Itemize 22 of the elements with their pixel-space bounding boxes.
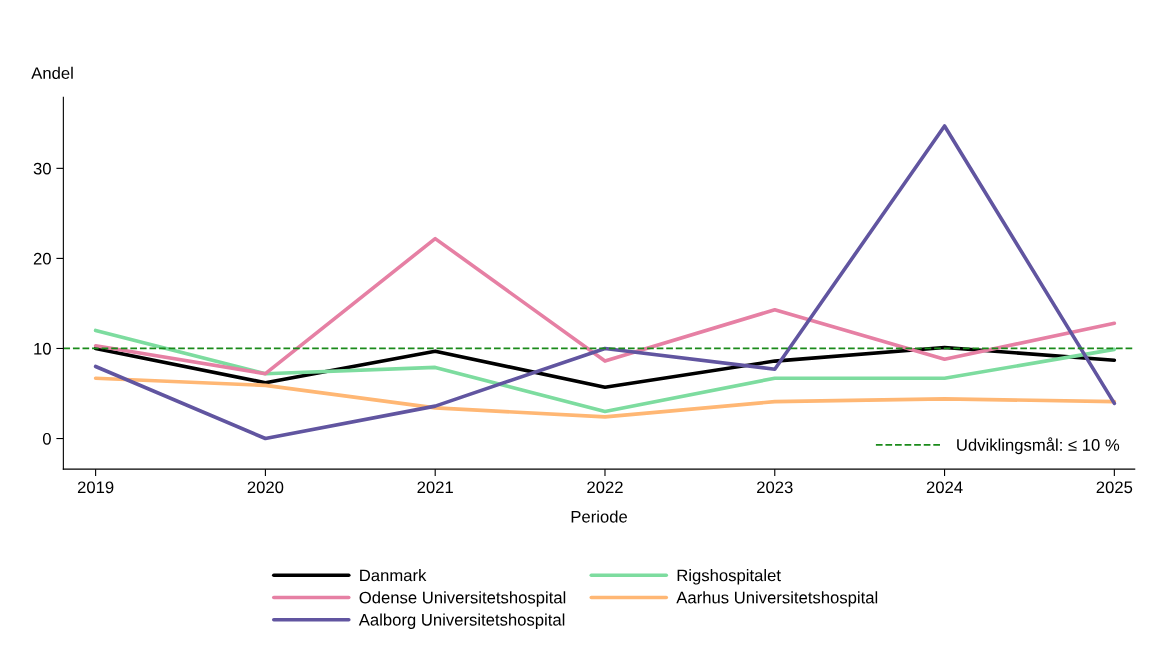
x-tick-label: 2023 [757, 481, 793, 494]
line-series [93, 236, 1117, 376]
y-tick-label: 10 [34, 342, 51, 355]
y-tick-label: 30 [33, 162, 51, 175]
legend-label: Aalborg Universitetshospital [358, 613, 565, 629]
line-series [93, 328, 1117, 414]
legend-label: Danmark [360, 569, 427, 582]
line-series [93, 376, 1117, 419]
legend-label: Odense Universitetshospital [359, 591, 566, 607]
x-tick-label: 2025 [1096, 481, 1133, 494]
y-tick-label: 0 [42, 432, 51, 445]
x-axis-title: Periode [571, 510, 628, 523]
legend-label: Aarhus Universitetshospital [676, 591, 878, 607]
y-tick-label: 20 [33, 252, 51, 265]
x-tick-label: 2021 [417, 481, 453, 494]
x-tick-label: 2022 [587, 481, 623, 494]
legend-label: Udviklingsmål: ≤ 10 % [957, 437, 1120, 455]
x-tick-label: 2024 [926, 481, 963, 494]
legend-label: Rigshospitalet [677, 569, 781, 585]
y-axis-title: Andel [31, 66, 73, 80]
x-tick-label: 2019 [77, 481, 114, 494]
x-tick-label: 2020 [247, 481, 284, 494]
